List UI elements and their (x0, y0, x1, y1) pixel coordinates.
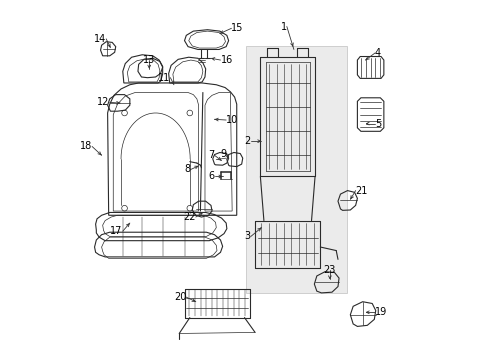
Text: 17: 17 (110, 226, 122, 236)
Text: 23: 23 (323, 265, 335, 275)
Text: 16: 16 (220, 55, 232, 65)
Text: 20: 20 (174, 292, 186, 302)
Text: 2: 2 (244, 136, 250, 146)
Text: 6: 6 (208, 171, 214, 181)
Text: 8: 8 (184, 165, 190, 174)
Text: 9: 9 (220, 149, 226, 158)
Text: 18: 18 (80, 141, 92, 152)
Bar (246, 46, 346, 293)
Text: 14: 14 (94, 34, 106, 44)
Text: 11: 11 (158, 73, 170, 83)
Text: 1: 1 (280, 22, 286, 32)
Text: 12: 12 (97, 98, 109, 107)
Text: 5: 5 (374, 118, 381, 129)
Text: 21: 21 (355, 186, 367, 195)
Text: 4: 4 (374, 48, 380, 58)
Text: 7: 7 (208, 150, 214, 160)
Text: 22: 22 (183, 212, 195, 222)
Text: 15: 15 (231, 23, 244, 33)
Text: 13: 13 (143, 55, 155, 65)
Text: 3: 3 (244, 231, 250, 242)
Text: 10: 10 (225, 115, 238, 125)
Text: 19: 19 (374, 307, 386, 317)
